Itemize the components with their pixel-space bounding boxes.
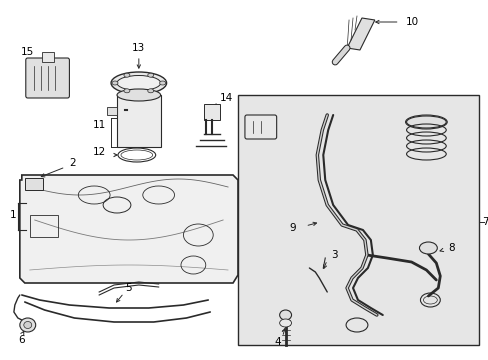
Bar <box>25 178 42 190</box>
Ellipse shape <box>112 81 118 85</box>
Ellipse shape <box>147 89 153 93</box>
Polygon shape <box>346 18 374 50</box>
Text: 4: 4 <box>274 337 281 347</box>
Text: 6: 6 <box>19 335 25 345</box>
Text: 14: 14 <box>219 93 232 103</box>
Text: 15: 15 <box>21 47 34 57</box>
Bar <box>30 215 58 237</box>
FancyBboxPatch shape <box>26 58 69 98</box>
Text: 7: 7 <box>482 217 488 227</box>
Ellipse shape <box>419 242 436 254</box>
Ellipse shape <box>24 321 32 328</box>
FancyBboxPatch shape <box>244 115 276 139</box>
Ellipse shape <box>117 76 161 90</box>
Bar <box>238 95 478 345</box>
Text: 11: 11 <box>92 120 105 130</box>
Text: 10: 10 <box>405 17 418 27</box>
Ellipse shape <box>123 89 130 93</box>
Bar <box>117 95 161 147</box>
Ellipse shape <box>159 81 165 85</box>
Text: 13: 13 <box>132 43 145 53</box>
Bar <box>41 52 54 62</box>
Ellipse shape <box>111 72 166 94</box>
Ellipse shape <box>20 318 36 332</box>
Bar <box>107 107 117 115</box>
Text: 5: 5 <box>125 283 132 293</box>
Text: 12: 12 <box>92 147 105 157</box>
Ellipse shape <box>279 319 291 327</box>
Text: 8: 8 <box>447 243 453 253</box>
Bar <box>204 104 220 120</box>
Text: 2: 2 <box>69 158 76 168</box>
Ellipse shape <box>279 310 291 320</box>
Text: 9: 9 <box>288 223 295 233</box>
Text: 1: 1 <box>10 210 16 220</box>
Ellipse shape <box>147 73 153 77</box>
Text: 3: 3 <box>330 250 337 260</box>
Ellipse shape <box>123 73 130 77</box>
Ellipse shape <box>405 115 447 129</box>
PathPatch shape <box>20 175 238 283</box>
Ellipse shape <box>117 89 161 101</box>
